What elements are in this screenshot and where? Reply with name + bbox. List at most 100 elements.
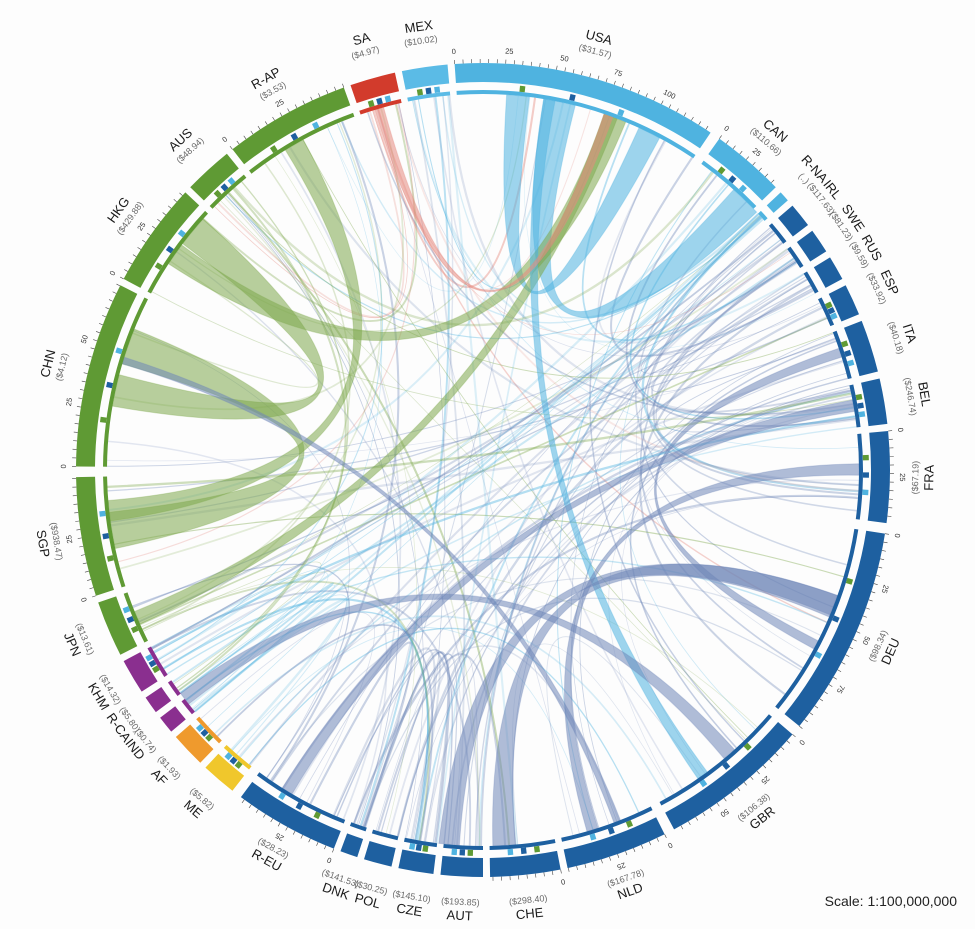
minor-flow [362, 651, 449, 843]
tick-mark [539, 62, 541, 68]
composition-mark [507, 848, 514, 856]
region-arc-sgp[interactable] [76, 476, 114, 596]
region-arc-aus[interactable] [190, 153, 239, 201]
region-arc-af[interactable] [175, 724, 214, 763]
region-inner-arc-chn [103, 297, 148, 467]
minor-flow [646, 232, 857, 512]
minor-flow [216, 624, 434, 841]
region-arc-esp[interactable] [828, 285, 860, 322]
tick-mark [241, 799, 245, 804]
region-arc-nld[interactable] [563, 817, 665, 869]
tick-mark [279, 112, 283, 117]
region-arc-r-na[interactable] [766, 192, 788, 213]
tick-mark [597, 75, 600, 80]
composition-mark [617, 108, 625, 117]
tick-mark [688, 821, 691, 826]
region-arc-ind[interactable] [160, 706, 186, 732]
region-inner-arc-pol [371, 829, 399, 841]
region-arc-sa[interactable] [350, 72, 400, 104]
region-arc-bel[interactable] [861, 378, 888, 427]
minor-flow [356, 96, 454, 825]
region-arc-dnk[interactable] [340, 833, 364, 858]
tick-mark [625, 851, 628, 856]
composition-mark [717, 166, 726, 175]
minor-flow [270, 120, 400, 782]
region-inner-arc-r-ca [167, 680, 181, 697]
minor-flow [227, 193, 424, 838]
region-arc-pol[interactable] [364, 841, 396, 867]
tick-mark [285, 826, 288, 831]
tick-label: 50 [560, 53, 570, 63]
region-arc-deu[interactable] [784, 530, 885, 727]
region-arc-rus[interactable] [813, 257, 843, 288]
region-arc-khm[interactable] [123, 652, 158, 692]
region-arc-usa[interactable] [454, 63, 711, 149]
region-arc-che[interactable] [489, 850, 561, 877]
composition-mark [829, 312, 838, 320]
region-arc-chn[interactable] [76, 285, 138, 467]
composition-mark [844, 349, 852, 357]
tick-mark [849, 646, 854, 650]
region-arc-me[interactable] [205, 753, 245, 791]
region-inner-arc-hkg [147, 210, 209, 294]
minor-flow [132, 260, 319, 389]
region-arc-can[interactable] [708, 138, 776, 201]
minor-flow [163, 218, 764, 670]
composition-mark [459, 849, 466, 856]
tick-mark [641, 844, 644, 849]
region-arc-gbr[interactable] [665, 721, 793, 830]
region-inner-arc-ind [181, 698, 195, 715]
region-arc-swe[interactable] [796, 230, 827, 262]
tick-mark [676, 108, 679, 113]
region-label-sgp: SGP [34, 529, 53, 559]
tick-label: 0 [722, 124, 731, 134]
minor-flow [151, 291, 853, 420]
region-arc-r-ap[interactable] [232, 87, 351, 165]
tick-label: 50 [79, 334, 90, 345]
region-arc-r-eu[interactable] [240, 781, 341, 849]
minor-flow [309, 641, 414, 828]
region-arc-ita[interactable] [844, 320, 878, 377]
region-arc-fra[interactable] [867, 430, 890, 524]
tick-mark [621, 83, 624, 88]
tick-mark [292, 830, 296, 835]
tick-mark [859, 623, 864, 626]
tick-mark [702, 812, 706, 817]
minor-flow [635, 201, 848, 566]
tick-mark [342, 83, 345, 88]
tick-label: 0 [451, 47, 456, 56]
minor-flow [192, 127, 383, 710]
tick-mark [568, 867, 570, 872]
tick-mark [725, 140, 729, 144]
region-inner-arc-r-eu [256, 772, 346, 824]
minor-flow [217, 111, 405, 318]
tick-mark [92, 595, 97, 598]
tick-mark [581, 71, 583, 76]
region-inner-arc-r-na [757, 210, 768, 221]
tick-mark [264, 121, 268, 126]
composition-mark [313, 811, 321, 820]
region-arc-r-ca[interactable] [145, 686, 172, 713]
region-arc-hkg[interactable] [123, 192, 200, 288]
composition-mark [220, 183, 229, 192]
region-inner-arc-sa [359, 99, 402, 115]
tick-mark [75, 520, 80, 522]
minor-flow [425, 387, 851, 842]
tick-label: 0 [220, 135, 229, 145]
region-arc-irl[interactable] [778, 205, 809, 237]
region-arc-jpn[interactable] [98, 596, 138, 655]
region-arc-mex[interactable] [401, 64, 450, 90]
composition-mark [145, 653, 154, 662]
tick-mark [764, 173, 769, 177]
region-arc-cze[interactable] [398, 849, 436, 874]
tick-mark [77, 537, 82, 539]
minor-flow [138, 215, 761, 623]
tick-mark [613, 80, 616, 85]
minor-flow [597, 140, 798, 344]
tick-mark [137, 247, 142, 250]
tick-mark [277, 822, 281, 827]
tick-label: 25 [135, 220, 147, 232]
tick-mark [828, 684, 833, 687]
minor-flow [109, 102, 565, 511]
region-arc-aut[interactable] [440, 855, 483, 877]
